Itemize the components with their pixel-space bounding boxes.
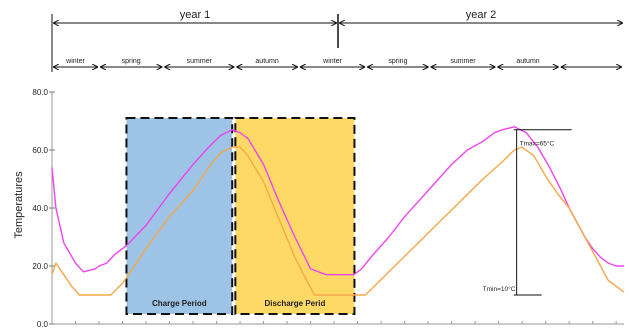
year-label-1: year 1 bbox=[180, 9, 211, 21]
season-label-3: summer bbox=[187, 58, 213, 65]
series-line-2 bbox=[51, 146, 625, 296]
series-line-1 bbox=[51, 126, 624, 276]
y-tick-label-0: 0.0 bbox=[37, 320, 49, 329]
season-label-2: spring bbox=[122, 58, 141, 65]
tmax-label: Tmax=65°C bbox=[520, 140, 555, 148]
season-label-7: summer bbox=[450, 58, 476, 65]
period-label-2: Discharge Perid bbox=[264, 299, 325, 308]
tmin-label: Tmin=10°C bbox=[483, 285, 516, 293]
year-label-2: year 2 bbox=[466, 9, 497, 21]
season-label-4: autumn bbox=[255, 58, 278, 65]
y-tick-label-4: 80.0 bbox=[32, 88, 48, 97]
period-label-1: Charge Period bbox=[152, 299, 207, 308]
season-label-8: autumn bbox=[516, 58, 539, 65]
y-tick-label-1: 20.0 bbox=[32, 262, 48, 271]
y-tick-label-2: 40.0 bbox=[32, 204, 48, 213]
period-region-1 bbox=[125, 117, 234, 315]
season-label-5: winter bbox=[322, 58, 342, 65]
y-tick-label-3: 60.0 bbox=[32, 146, 48, 155]
y-axis-label: Temperatures bbox=[13, 171, 25, 239]
season-label-1: winter bbox=[65, 58, 85, 65]
season-label-6: spring bbox=[388, 58, 407, 65]
